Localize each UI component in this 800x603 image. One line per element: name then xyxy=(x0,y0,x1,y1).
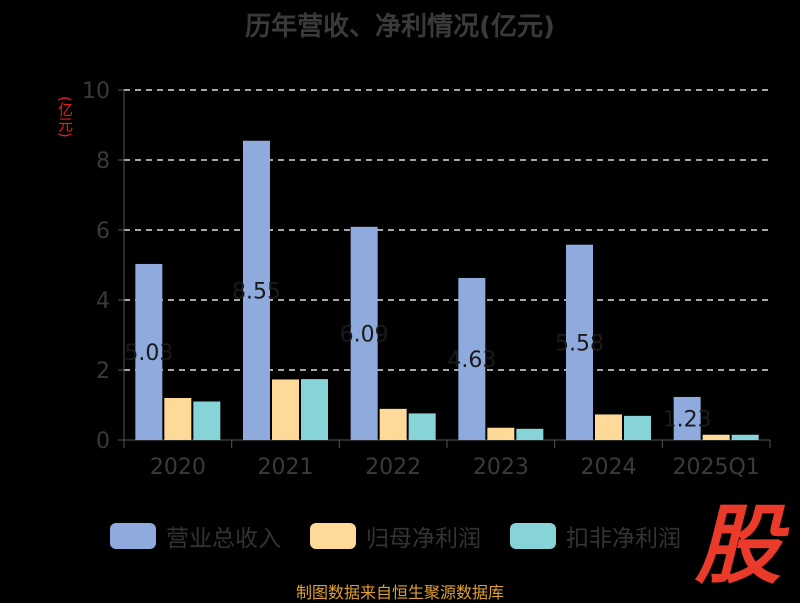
y-tick-label-8: 8 xyxy=(96,149,110,174)
legend-label-net-profit: 归母净利润 xyxy=(366,526,481,552)
chart-title: 历年营收、净利情况(亿元) xyxy=(245,12,555,42)
legend-swatch-net-profit xyxy=(310,523,356,549)
bar-s1-2023 xyxy=(487,427,515,440)
legend-swatch-deducted-profit xyxy=(510,523,556,549)
x-tick-label-2021: 2021 xyxy=(258,455,314,480)
data-label-s0-2022: 6.09 xyxy=(340,322,389,347)
y-tick-label-4: 4 xyxy=(96,289,110,314)
stock-logo: 股 xyxy=(695,496,781,596)
bar-s0-2021 xyxy=(243,140,270,440)
legend-label-revenue: 营业总收入 xyxy=(166,526,281,552)
x-tick-label-2024: 2024 xyxy=(581,455,637,480)
bar-s1-2025Q1 xyxy=(702,434,730,440)
legend-swatch-revenue xyxy=(110,523,156,549)
source-footnote: 制图数据来自恒生聚源数据库 xyxy=(295,583,504,602)
bar-s0-2024 xyxy=(566,244,593,440)
legend-item-deducted-profit[interactable]: 扣非净利润 xyxy=(510,516,681,556)
bar-s2-2021 xyxy=(301,379,328,440)
axis-layer: 0 2 4 6 8 10 2020 2021 2022 2023 2024 2025Q1 xyxy=(82,79,771,480)
x-tick-label-2025Q1: 2025Q1 xyxy=(673,455,760,480)
data-label-s0-2023: 4.63 xyxy=(447,348,496,373)
data-label-s0-2025Q1: 1.23 xyxy=(663,407,712,432)
y-axis-unit-label: (亿元) xyxy=(56,96,74,138)
bar-layer xyxy=(135,140,759,440)
bar-s2-2023 xyxy=(516,428,544,440)
legend-item-net-profit[interactable]: 归母净利润 xyxy=(310,516,481,556)
bar-s2-2022 xyxy=(408,413,436,440)
legend-item-revenue[interactable]: 营业总收入 xyxy=(110,516,281,556)
bar-s2-2020 xyxy=(193,401,221,440)
legend-label-deducted-profit: 扣非净利润 xyxy=(566,526,681,552)
data-label-s0-2024: 5.58 xyxy=(555,331,604,356)
bar-s2-2024 xyxy=(624,415,651,440)
x-tick-label-2022: 2022 xyxy=(365,455,421,480)
data-label-s0-2021: 8.55 xyxy=(232,279,281,304)
x-tick-label-2020: 2020 xyxy=(150,455,206,480)
bar-s2-2025Q1 xyxy=(731,434,759,440)
legend: 营业总收入 归母净利润 扣非净利润 xyxy=(0,516,800,556)
y-tick-label-6: 6 xyxy=(96,219,110,244)
bar-s1-2024 xyxy=(595,414,622,440)
bar-s1-2022 xyxy=(379,408,407,440)
bar-s0-2023 xyxy=(458,277,486,440)
bar-s0-2020 xyxy=(135,263,163,440)
data-label-s0-2020: 5.03 xyxy=(124,341,173,366)
grid-layer xyxy=(124,89,770,371)
bar-s0-2025Q1 xyxy=(673,396,701,440)
y-tick-label-10: 10 xyxy=(82,79,110,104)
y-tick-label-0: 0 xyxy=(96,429,110,454)
label-layer: 5.03 8.55 6.09 4.63 5.58 1.23 xyxy=(124,279,711,432)
bar-s1-2021 xyxy=(272,379,299,440)
bar-s0-2022 xyxy=(350,226,378,440)
y-tick-label-2: 2 xyxy=(96,359,110,384)
x-tick-label-2023: 2023 xyxy=(473,455,529,480)
bar-s1-2020 xyxy=(164,398,192,440)
